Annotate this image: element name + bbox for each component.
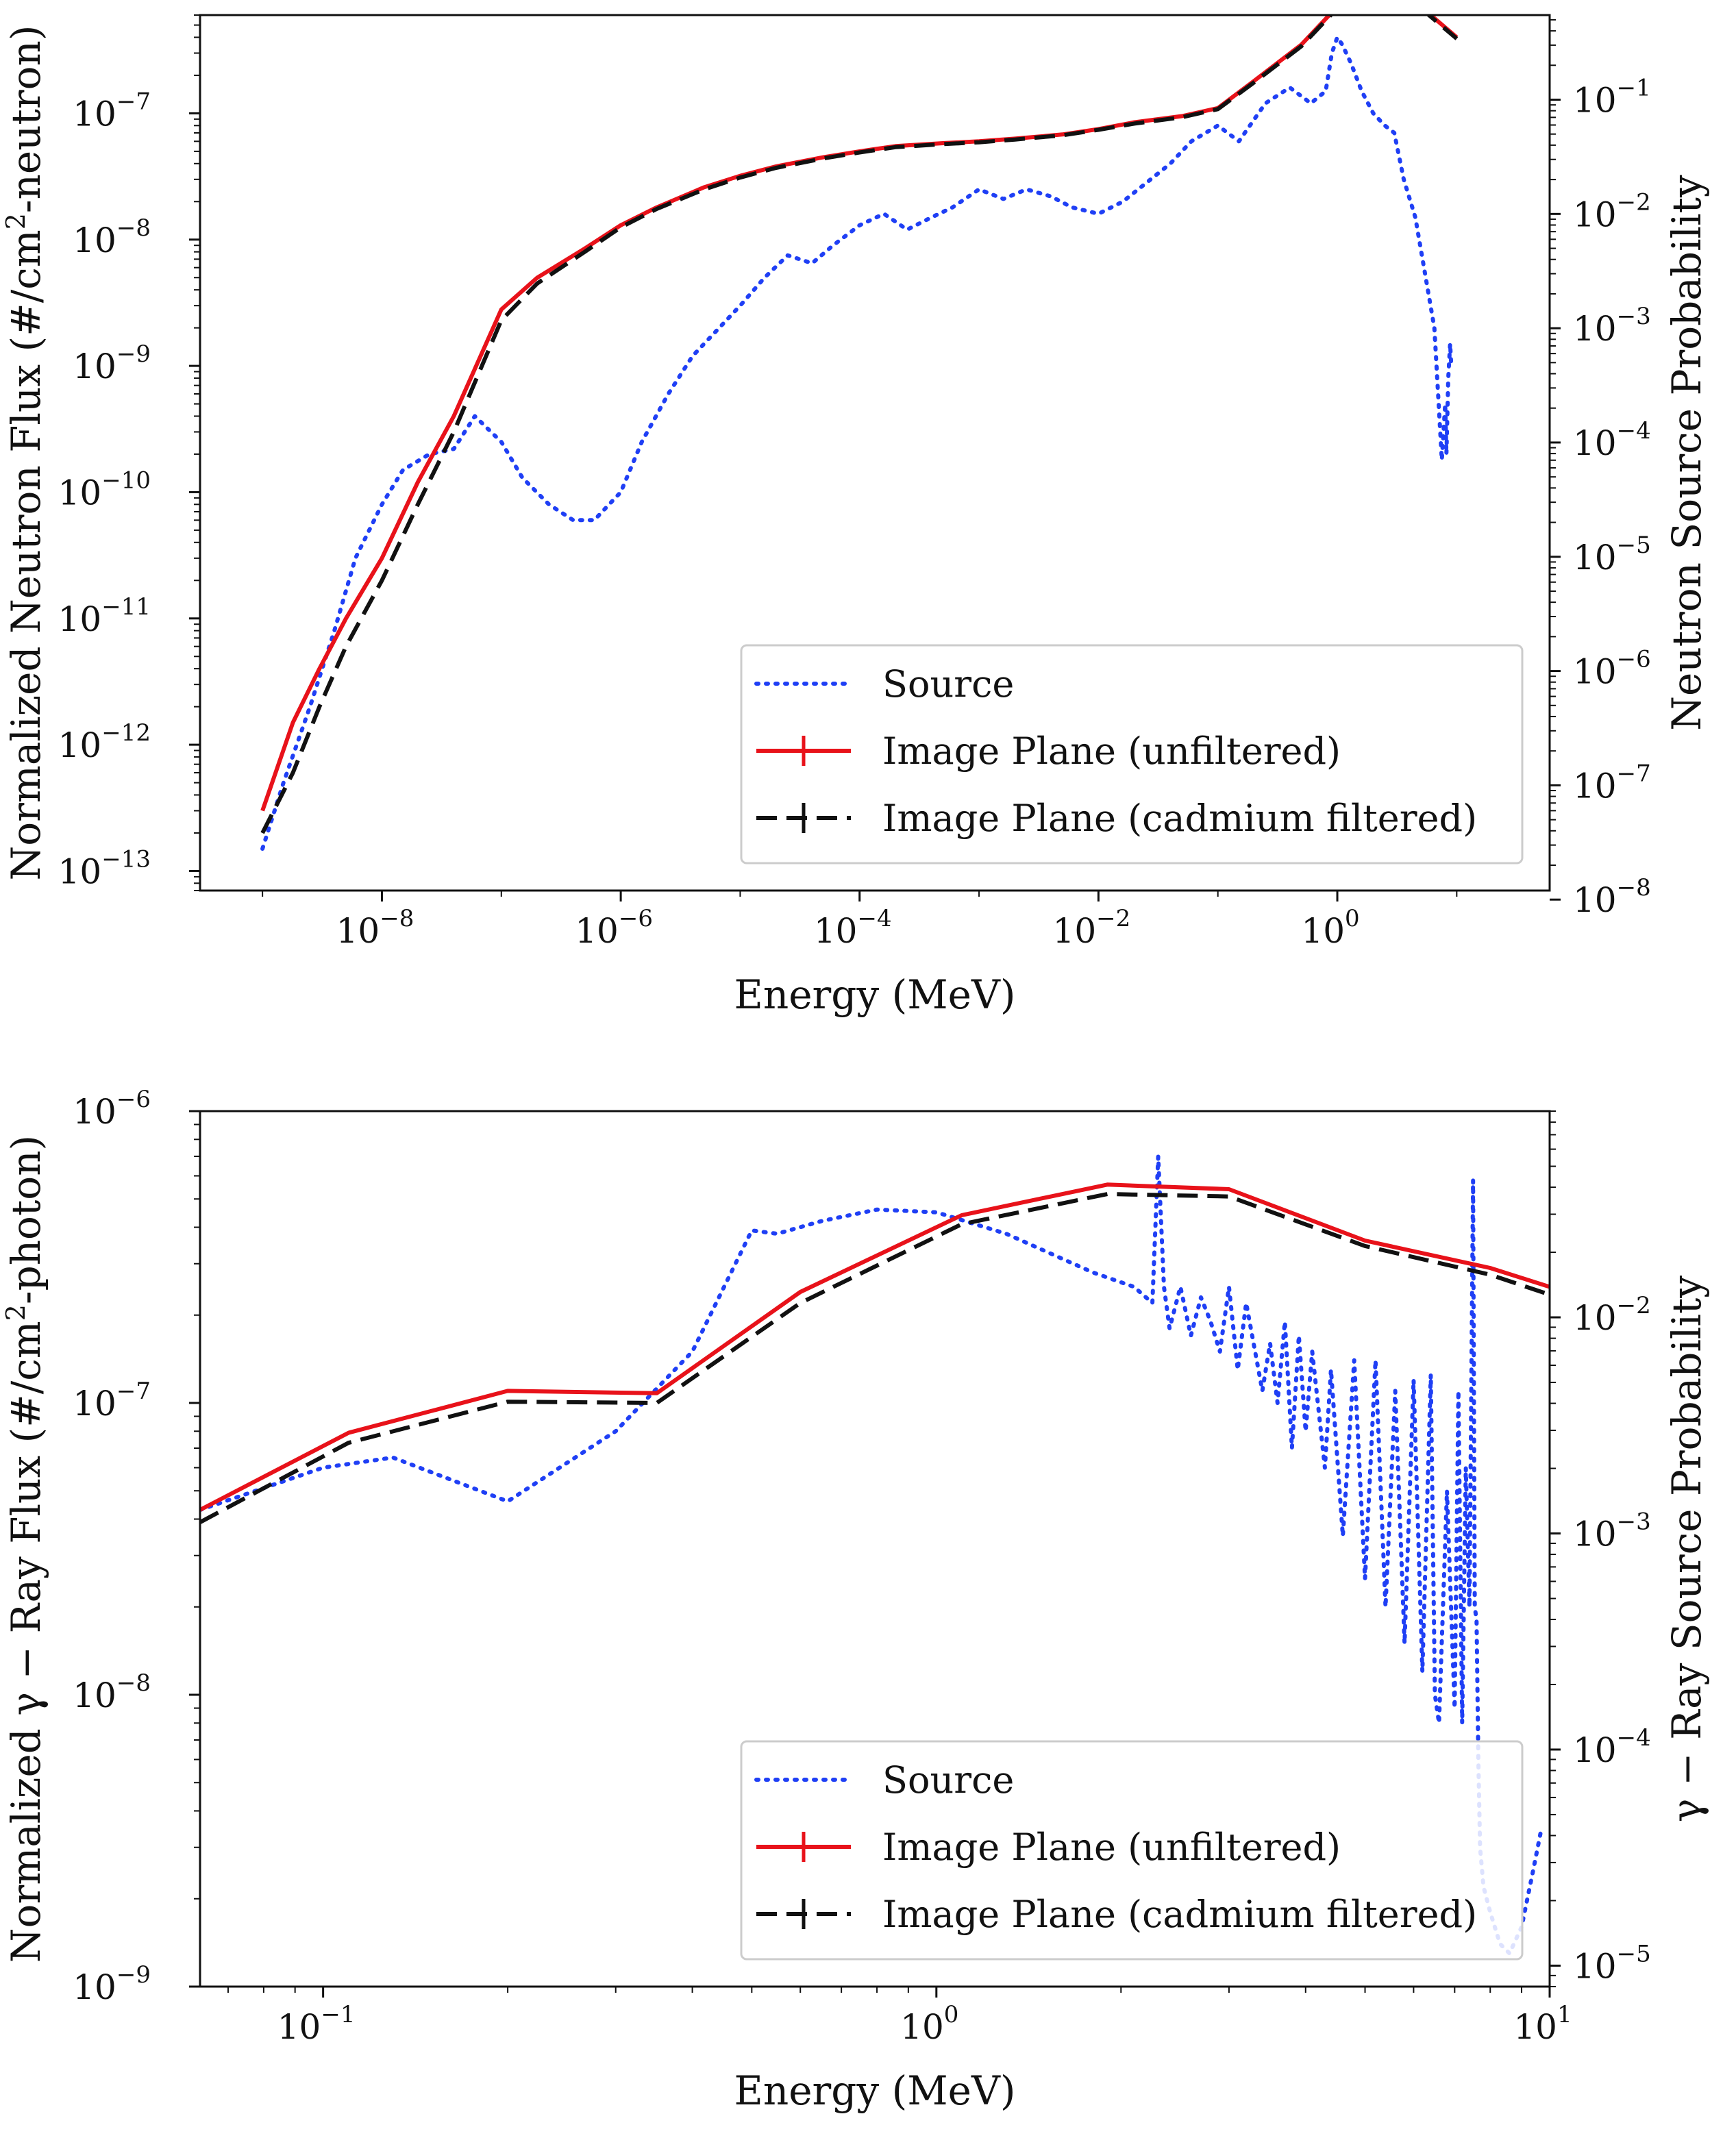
x-tick-label: 10−2	[1053, 905, 1131, 951]
x-tick-label: 100	[1301, 905, 1359, 951]
y-right-tick-label: 10−3	[1573, 1508, 1651, 1554]
y-right-axis-label: γ − Ray Source Probability	[1663, 1276, 1710, 1822]
y-tick-label: 10−10	[58, 467, 151, 512]
legend-label-1: Image Plane (unfiltered)	[882, 730, 1341, 773]
legend: Source Image Plane (unfiltered) Image Plan…	[740, 644, 1524, 865]
y-right-tick-label: 10−1	[1573, 75, 1651, 121]
legend-label-2: Image Plane (cadmium filtered)	[882, 797, 1477, 840]
y-axis-label: Normalized Neutron Flux (#/cm2-neutron)	[1, 25, 49, 881]
x-axis-label: Energy (MeV)	[734, 971, 1016, 1018]
y-right-tick-label: 10−2	[1573, 1292, 1651, 1338]
legend-frame	[740, 644, 1524, 865]
neutron-flux-chart: 10−8 10−6 10−4 10−2 100 10−13 10−12 10−11 10−10 1…	[1, 14, 1710, 1018]
legend-label-1: Image Plane (unfiltered)	[882, 1826, 1341, 1869]
y-tick-label: 10−6	[73, 1086, 151, 1132]
y-right-tick-label: 10−3	[1573, 303, 1651, 349]
y-tick-label: 10−13	[58, 845, 151, 891]
y-right-tick-label: 10−8	[1573, 874, 1651, 920]
legend: Source Image Plane (unfiltered) Image Plan…	[740, 1740, 1524, 1961]
x-tick-label: 10−8	[336, 905, 414, 951]
x-axis-label: Energy (MeV)	[734, 2067, 1016, 2114]
y-axis-label: Normalized γ − Ray Flux (#/cm2-photon)	[1, 1135, 49, 1963]
series-group	[200, 1154, 1550, 1956]
y-tick-label: 10−9	[73, 1961, 151, 2007]
series-line-0	[260, 35, 1454, 851]
x-tick-label: 10−4	[814, 905, 892, 951]
y-right-tick-label: 10−5	[1573, 1940, 1651, 1986]
y-tick-label: 10−9	[73, 340, 151, 386]
x-tick-label: 101	[1513, 2001, 1572, 2047]
legend-label-0: Source	[882, 662, 1014, 706]
y-tick-label: 10−7	[73, 1378, 151, 1423]
gamma-ray-flux-chart: 10−1 100 101 10−9 10−8 10−7 10−6 10−5 10−4 10−3 10…	[1, 1086, 1710, 2114]
y-tick-label: 10−8	[73, 214, 151, 260]
legend-frame	[740, 1740, 1524, 1961]
y-right-tick-label: 10−6	[1573, 646, 1651, 692]
y-tick-label: 10−8	[73, 1669, 151, 1715]
series-line-2	[200, 1192, 1550, 1524]
legend-label-2: Image Plane (cadmium filtered)	[882, 1893, 1477, 1936]
x-tick-label: 10−6	[575, 905, 653, 951]
y-right-tick-label: 10−2	[1573, 188, 1651, 234]
y-right-tick-label: 10−4	[1573, 417, 1651, 463]
y-tick-label: 10−11	[58, 593, 151, 639]
y-right-tick-label: 10−4	[1573, 1724, 1651, 1770]
y-right-tick-label: 10−7	[1573, 760, 1651, 806]
x-tick-label: 10−1	[277, 2001, 356, 2047]
legend-label-0: Source	[882, 1758, 1014, 1802]
plot-frame	[199, 14, 1551, 892]
y-tick-label: 10−12	[58, 719, 151, 765]
series-line-1	[200, 1182, 1550, 1512]
series-line-0	[200, 1154, 1544, 1956]
y-tick-label: 10−7	[73, 88, 151, 134]
x-tick-label: 100	[900, 2001, 958, 2047]
series-line-2	[260, 15, 1459, 834]
y-right-tick-label: 10−5	[1573, 532, 1651, 577]
series-group	[260, 15, 1459, 851]
y-right-axis-label: Neutron Source Probability	[1663, 175, 1710, 731]
plot-frame	[199, 1110, 1551, 1988]
